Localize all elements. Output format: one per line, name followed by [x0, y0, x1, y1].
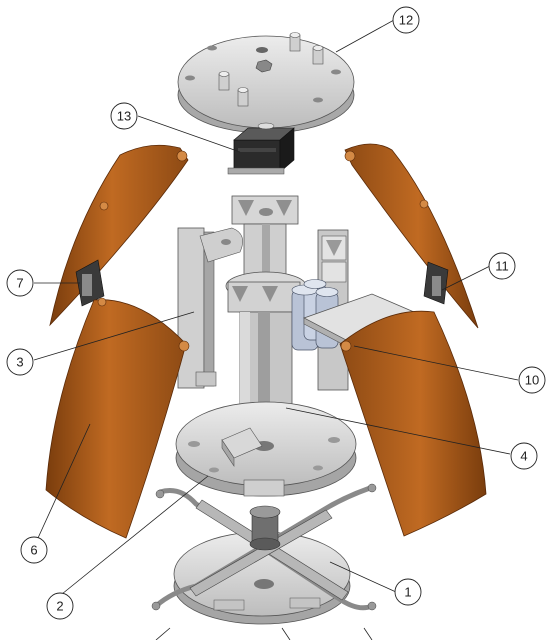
top-plate [177, 32, 355, 134]
svg-text:1: 1 [404, 585, 411, 600]
leader-extra-c [363, 627, 373, 640]
callout-7: 7 [6, 269, 34, 297]
battery-pack [291, 279, 339, 351]
svg-text:10: 10 [525, 373, 539, 388]
left-lower-blade [45, 297, 190, 539]
leader-extra-a [155, 627, 171, 640]
svg-text:13: 13 [117, 109, 131, 124]
callout-6: 6 [20, 536, 48, 564]
callout-4: 4 [510, 442, 538, 470]
standoff-post [312, 45, 324, 65]
svg-text:6: 6 [30, 543, 37, 558]
leader-3 [33, 311, 195, 361]
callout-13: 13 [110, 102, 138, 130]
gear-rack-mechanism [151, 483, 377, 611]
hinge-clip-right [423, 261, 449, 305]
callouts: 12 13 7 11 3 10 4 6 [6, 6, 546, 620]
bottom-base-plate [173, 531, 351, 625]
servo-motor [227, 122, 295, 175]
leader-10 [353, 345, 519, 381]
svg-text:3: 3 [16, 355, 23, 370]
leader-11 [441, 265, 491, 291]
svg-text:11: 11 [495, 259, 509, 274]
standoff-post [237, 87, 249, 107]
callout-10: 10 [518, 366, 546, 394]
leader-lines [33, 19, 519, 640]
leader-extra-b [281, 627, 291, 640]
pinion-gear [249, 505, 281, 551]
standoff-post [289, 32, 301, 52]
leader-6 [37, 423, 91, 539]
left-upper-blade [49, 144, 189, 327]
callout-1: 1 [394, 578, 422, 606]
svg-text:7: 7 [16, 276, 23, 291]
left-support-bracket [177, 227, 243, 389]
callout-2: 2 [46, 592, 74, 620]
right-lower-blade [339, 310, 487, 537]
top-plate-hole [256, 47, 268, 53]
column-foot-bracket [221, 427, 263, 467]
callout-12: 12 [392, 6, 420, 34]
callout-11: 11 [488, 252, 516, 280]
leader-13 [137, 115, 241, 153]
svg-text:4: 4 [520, 449, 527, 464]
leader-1 [329, 561, 397, 593]
leader-2 [61, 475, 209, 595]
svg-text:2: 2 [56, 599, 63, 614]
hex-nut [255, 59, 273, 73]
hinge-clip-left [75, 259, 105, 307]
svg-text:12: 12 [399, 13, 413, 28]
callout-3: 3 [6, 348, 34, 376]
standoff-post [218, 71, 230, 91]
leader-4 [285, 407, 511, 455]
middle-base-plate [175, 401, 357, 497]
leader-12 [335, 19, 395, 53]
